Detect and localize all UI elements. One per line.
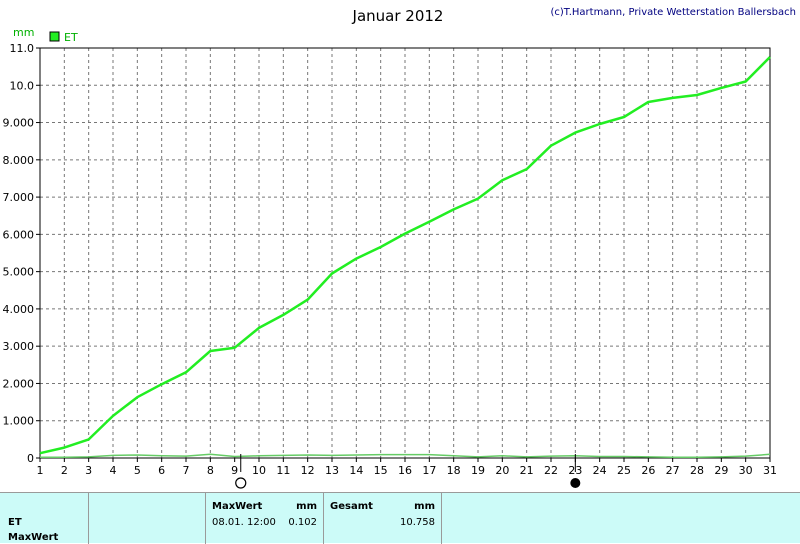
x-tick-label: 31 (763, 464, 777, 477)
y-tick-label: 11.0 (10, 42, 35, 55)
y-tick-label: 2.000 (3, 377, 35, 390)
y-tick-label: 8.000 (3, 154, 35, 167)
x-tick-label: 14 (349, 464, 363, 477)
legend-swatch-et (49, 31, 60, 42)
x-tick-label: 15 (374, 464, 388, 477)
x-tick-label: 6 (158, 464, 165, 477)
series-lines (39, 56, 771, 459)
grid (40, 48, 770, 458)
y-unit-label: mm (13, 26, 34, 39)
x-tick-label: 4 (110, 464, 117, 477)
x-tick-label: 19 (471, 464, 485, 477)
summary-table: ET MaxWert MaxWert mm 08.01. 12:00 0.102… (0, 492, 800, 544)
y-tick-label: 0 (27, 452, 34, 465)
x-tick-label: 21 (520, 464, 534, 477)
x-tick-label: 9 (231, 464, 238, 477)
x-tick-label: 5 (134, 464, 141, 477)
x-tick-label: 7 (183, 464, 190, 477)
x-tick-label: 29 (714, 464, 728, 477)
row-label-maxwert: MaxWert (8, 532, 59, 543)
x-tick-label: 30 (739, 464, 753, 477)
y-tick-label: 7.000 (3, 191, 35, 204)
max-time: 08.01. 12:00 (212, 517, 276, 528)
y-tick-label: 1.000 (3, 415, 35, 428)
full-moon-icon (235, 477, 247, 489)
chart-title: Januar 2012 (352, 7, 444, 25)
x-tick-label: 2 (61, 464, 68, 477)
x-tick-label: 25 (617, 464, 631, 477)
x-tick-label: 16 (398, 464, 412, 477)
moon-phase-markers (235, 454, 581, 489)
max-unit: mm (296, 501, 317, 512)
y-tick-label: 9.000 (3, 117, 35, 130)
x-tick-label: 1 (37, 464, 44, 477)
series-line-et (39, 56, 771, 455)
x-tick-label: 3 (85, 464, 92, 477)
x-tick-label: 8 (207, 464, 214, 477)
new-moon-icon (570, 478, 581, 488)
x-tick-label: 11 (276, 464, 290, 477)
series-line-et-maxwert (40, 453, 771, 459)
summary-empty-column (89, 493, 206, 544)
max-header: MaxWert (212, 501, 263, 512)
summary-max-column: MaxWert mm 08.01. 12:00 0.102 (206, 493, 324, 544)
chart: Januar 2012 (c)T.Hartmann, Private Wette… (3, 7, 796, 489)
total-value: 10.758 (400, 517, 435, 528)
x-tick-label: 28 (690, 464, 704, 477)
summary-label-column: ET MaxWert (0, 493, 89, 544)
x-tick-label: 27 (666, 464, 680, 477)
x-tick-label: 10 (252, 464, 266, 477)
total-header: Gesamt (330, 501, 373, 512)
row-label-et: ET (8, 517, 22, 528)
y-tick-label: 3.000 (3, 340, 35, 353)
x-tick-label: 20 (495, 464, 509, 477)
legend-label-et: ET (64, 31, 78, 44)
summary-total-column: Gesamt mm 10.758 (324, 493, 442, 544)
max-value: 0.102 (288, 517, 317, 528)
x-tick-label: 26 (641, 464, 655, 477)
x-tick-label: 13 (325, 464, 339, 477)
x-tick-label: 18 (447, 464, 461, 477)
y-tick-label: 5.000 (3, 266, 35, 279)
copyright-notice: (c)T.Hartmann, Private Wetterstation Bal… (550, 7, 796, 18)
x-tick-label: 12 (301, 464, 315, 477)
x-tick-label: 24 (593, 464, 607, 477)
axis-ticks: 0 1.000 2.000 3.000 4.000 5.000 6.000 7.000 8.00… (3, 42, 778, 477)
x-tick-label: 17 (422, 464, 436, 477)
x-tick-label: 22 (544, 464, 558, 477)
total-unit: mm (414, 501, 435, 512)
y-tick-label: 4.000 (3, 303, 35, 316)
y-tick-label: 6.000 (3, 228, 35, 241)
y-tick-label: 10.0 (10, 79, 35, 92)
